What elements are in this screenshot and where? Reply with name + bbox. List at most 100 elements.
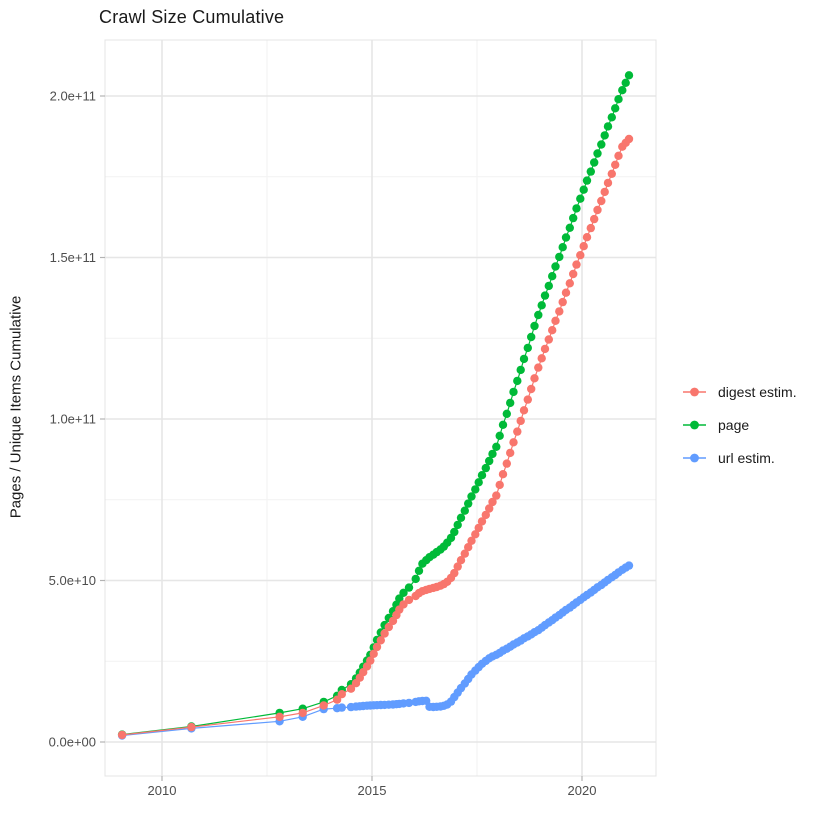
point-digest-estim- <box>376 636 385 645</box>
point-digest-estim- <box>551 316 560 325</box>
legend-key-point <box>690 387 699 397</box>
point-digest-estim- <box>319 701 328 710</box>
point-digest-estim- <box>332 695 342 704</box>
point-digest-estim- <box>346 684 356 693</box>
y-axis-title: Pages / Unique Items Cumulative <box>7 295 25 519</box>
point-digest-estim- <box>337 690 346 699</box>
point-digest-estim- <box>530 374 539 383</box>
legend-key-point <box>690 420 699 430</box>
point-digest-estim- <box>572 260 581 269</box>
legend-key-point <box>690 453 699 463</box>
point-page <box>561 233 571 242</box>
point-page <box>597 140 606 149</box>
point-page <box>565 223 574 232</box>
point-page <box>464 499 473 508</box>
point-digest-estim- <box>498 470 508 479</box>
y-tick-label: 1.5e+11 <box>50 250 96 265</box>
point-page <box>621 78 630 88</box>
point-digest-estim- <box>597 196 606 206</box>
point-digest-estim- <box>624 134 634 144</box>
point-page <box>523 343 532 353</box>
point-page <box>590 158 599 167</box>
point-digest-estim- <box>548 326 557 335</box>
point-digest-estim- <box>117 730 127 740</box>
panel-border <box>104 39 657 777</box>
point-digest-estim- <box>298 708 307 718</box>
point-digest-estim- <box>450 568 459 578</box>
point-page <box>453 520 462 530</box>
point-digest-estim- <box>579 242 588 251</box>
point-digest-estim- <box>544 335 553 344</box>
point-page <box>607 113 616 122</box>
point-page <box>498 420 508 429</box>
point-page <box>551 262 560 271</box>
point-digest-estim- <box>614 151 623 160</box>
y-tick-label: 1.0e+11 <box>50 412 96 427</box>
legend-label: digest estim. <box>718 384 797 400</box>
point-digest-estim- <box>384 622 393 632</box>
point-digest-estim- <box>474 523 483 533</box>
point-digest-estim- <box>380 629 389 638</box>
point-page <box>544 281 553 291</box>
legend-label: page <box>718 417 749 433</box>
point-digest-estim- <box>488 497 497 507</box>
point-digest-estim- <box>404 595 414 605</box>
point-page <box>488 449 497 459</box>
point-page <box>516 365 525 375</box>
point-page <box>603 122 613 131</box>
point-page <box>411 574 420 584</box>
point-page <box>485 456 494 466</box>
point-page <box>502 409 511 418</box>
point-digest-estim- <box>502 459 511 468</box>
point-digest-estim- <box>481 510 490 520</box>
point-page <box>618 86 627 95</box>
point-digest-estim- <box>366 656 375 665</box>
point-digest-estim- <box>540 344 550 354</box>
point-page <box>569 213 578 223</box>
point-digest-estim- <box>561 288 571 297</box>
point-page <box>474 478 483 487</box>
legend-label: url estim. <box>718 450 775 466</box>
point-digest-estim- <box>611 160 620 169</box>
point-digest-estim- <box>582 233 592 242</box>
point-page <box>530 321 539 331</box>
point-page <box>471 485 480 494</box>
point-digest-estim- <box>275 712 284 721</box>
point-page <box>395 594 404 603</box>
point-digest-estim- <box>569 269 578 279</box>
point-digest-estim- <box>527 384 536 394</box>
point-digest-estim- <box>586 223 595 233</box>
point-page <box>495 431 504 440</box>
point-digest-estim- <box>603 178 613 188</box>
point-url-estim- <box>404 698 414 708</box>
point-url-estim- <box>337 703 346 712</box>
point-digest-estim- <box>485 504 494 513</box>
point-page <box>509 387 518 397</box>
point-digest-estim- <box>492 491 501 500</box>
point-digest-estim- <box>456 556 466 565</box>
y-tick-label: 2.0e+11 <box>50 89 96 104</box>
point-page <box>506 398 515 408</box>
point-page <box>600 131 609 140</box>
point-page <box>399 588 408 597</box>
point-page <box>404 583 414 592</box>
y-tick-label: 0.0e+00 <box>49 735 96 750</box>
point-page <box>611 104 620 113</box>
point-page <box>572 204 581 213</box>
point-page <box>579 185 588 194</box>
point-page <box>450 527 459 537</box>
point-page <box>555 252 564 262</box>
point-digest-estim- <box>471 530 480 539</box>
point-digest-estim- <box>593 205 602 215</box>
x-tick-label: 2020 <box>568 783 597 798</box>
point-digest-estim- <box>372 642 382 652</box>
point-digest-estim- <box>513 427 522 436</box>
point-digest-estim- <box>495 480 504 490</box>
point-digest-estim- <box>506 448 515 458</box>
y-tick-label: 5.0e+10 <box>49 573 96 588</box>
point-page <box>624 71 634 80</box>
point-digest-estim- <box>369 649 378 658</box>
point-page <box>477 471 487 480</box>
